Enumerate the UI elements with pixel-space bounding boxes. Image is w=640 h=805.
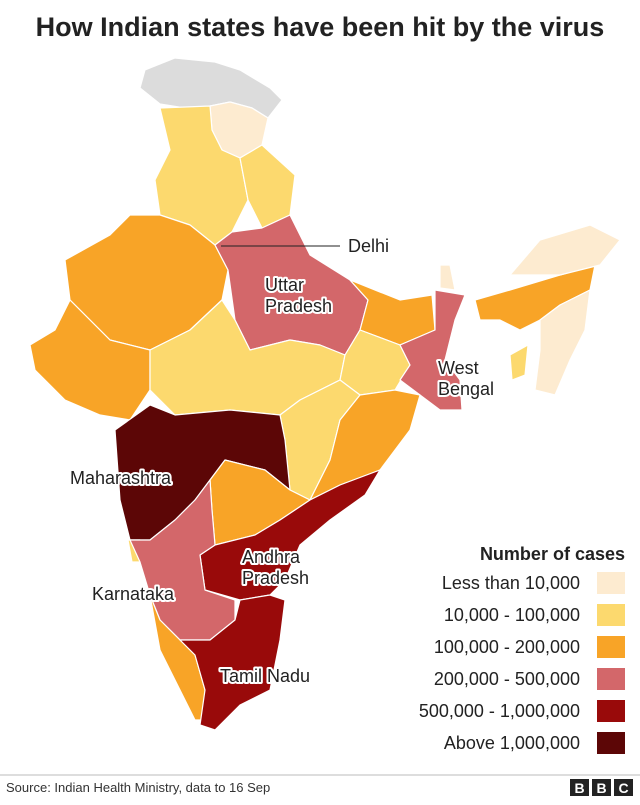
map-label: Andhra bbox=[242, 547, 301, 567]
logo-letter: B bbox=[574, 780, 584, 796]
map-label: Uttar bbox=[265, 275, 304, 295]
legend-label: 500,000 - 1,000,000 bbox=[419, 701, 580, 721]
map-label: Bengal bbox=[438, 379, 494, 399]
region bbox=[509, 344, 529, 381]
region bbox=[179, 594, 286, 731]
region bbox=[509, 224, 621, 276]
map-labels: DelhiUttarPradeshWestBengalMaharashtraKa… bbox=[68, 234, 496, 688]
region bbox=[29, 299, 151, 421]
legend: Less than 10,000 10,000 - 100,000 100,000 … bbox=[419, 572, 625, 754]
map-label: Delhi bbox=[348, 236, 389, 256]
legend-label: Above 1,000,000 bbox=[444, 733, 580, 753]
legend-label: 100,000 - 200,000 bbox=[434, 637, 580, 657]
region bbox=[399, 289, 466, 411]
logo-letter: B bbox=[596, 780, 606, 796]
logo-box bbox=[614, 779, 633, 796]
legend-swatch bbox=[597, 732, 625, 754]
legend-swatch bbox=[597, 636, 625, 658]
map-label: Karnataka bbox=[92, 584, 175, 604]
legend-swatch bbox=[597, 700, 625, 722]
legend-title: Number of cases bbox=[480, 544, 625, 564]
map-label: Pradesh bbox=[265, 296, 332, 316]
region bbox=[239, 144, 296, 229]
logo-box bbox=[570, 779, 589, 796]
map-label: Maharashtra bbox=[70, 468, 172, 488]
map-label: West bbox=[438, 358, 479, 378]
region bbox=[439, 264, 456, 291]
logo-box bbox=[592, 779, 611, 796]
map-label: Tamil Nadu bbox=[220, 666, 310, 686]
title: How Indian states have been hit by the v… bbox=[36, 12, 605, 42]
legend-label: Less than 10,000 bbox=[442, 573, 580, 593]
legend-label: 200,000 - 500,000 bbox=[434, 669, 580, 689]
legend-swatch bbox=[597, 572, 625, 594]
map-label: Pradesh bbox=[242, 568, 309, 588]
legend-swatch bbox=[597, 604, 625, 626]
legend-label: 10,000 - 100,000 bbox=[444, 605, 580, 625]
source: Source: Indian Health Ministry, data to … bbox=[6, 780, 270, 795]
region bbox=[534, 289, 591, 396]
india-map bbox=[29, 57, 621, 731]
logo-letter: C bbox=[618, 780, 628, 796]
legend-swatch bbox=[597, 668, 625, 690]
